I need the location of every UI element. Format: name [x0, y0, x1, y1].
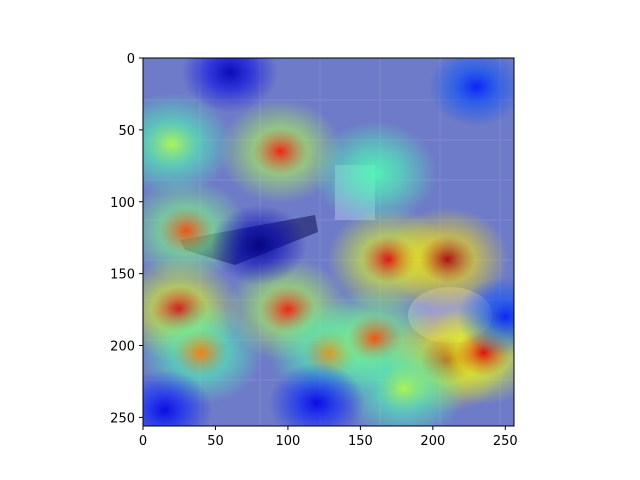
heat-hotspot: [341, 336, 466, 426]
heat-coldspot: [428, 58, 514, 127]
x-axis: 0 50 100 150 200 250: [139, 426, 518, 449]
heat-coldspot: [457, 276, 514, 357]
x-tick-label: 150: [348, 434, 373, 449]
x-tick-label: 200: [420, 434, 445, 449]
x-tick-label: 50: [207, 434, 224, 449]
heat-coldspot: [210, 204, 307, 285]
y-tick-label: 50: [118, 124, 135, 139]
heat-hotspot: [218, 99, 343, 204]
heat-hotspot: [312, 121, 437, 225]
plot-frame: [142, 57, 515, 427]
x-tick-label: 250: [493, 434, 518, 449]
heat-coldspot: [268, 363, 365, 426]
x-tick-label: 100: [276, 434, 301, 449]
heat-hotspot: [143, 92, 234, 197]
y-tick-label: 150: [110, 268, 135, 283]
y-tick-label: 0: [127, 52, 135, 67]
heat-coldspot: [181, 58, 278, 113]
heat-blobs: [143, 58, 514, 426]
y-tick-label: 200: [110, 340, 135, 355]
y-tick-label: 250: [110, 411, 135, 426]
plot-area: [143, 58, 514, 426]
heat-coldspot: [143, 370, 213, 426]
y-tick-label: 100: [110, 196, 135, 211]
x-tick-label: 0: [139, 434, 147, 449]
y-axis: 0 50 100 150 200 250: [110, 52, 143, 426]
